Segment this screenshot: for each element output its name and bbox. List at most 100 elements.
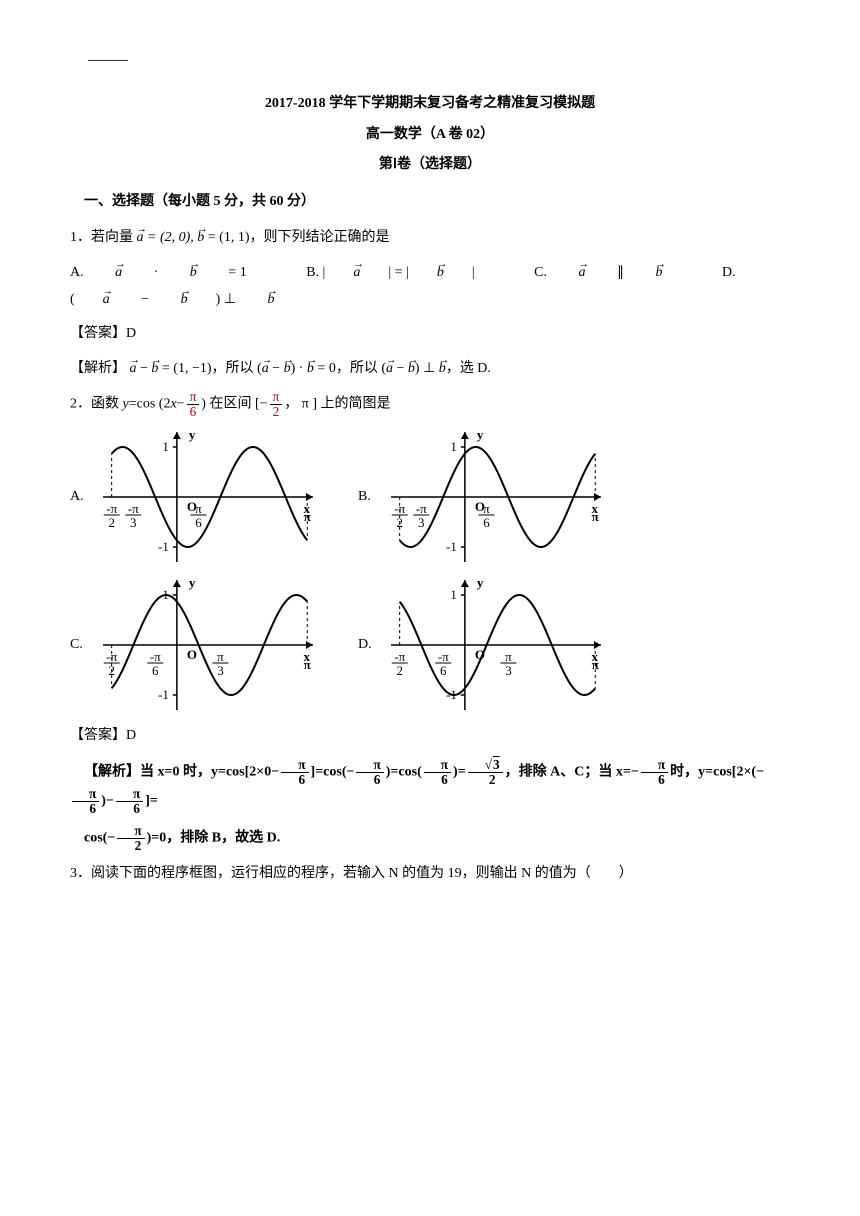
optB-mid: | = | [388,265,409,280]
graph-row-1: A. yxO1-1-π2-π3π6π B. yxO1-1-π2-π3π6π [70,427,790,567]
svg-text:-π: -π [106,501,117,516]
svg-text:2: 2 [108,663,115,678]
vec-b-6: b [267,292,274,307]
label-D: D. [358,632,386,659]
optD-mid2: ) ⊥ [216,292,240,307]
q2e1b: ]=cos(− [311,765,355,780]
pe4d: 6 [641,773,668,787]
pe7d: 2 [117,839,144,853]
optD-mid: − [138,292,153,307]
rt3: 3 [492,757,500,772]
e7: ) ⊥ [415,361,439,376]
pe2d: 6 [356,773,383,787]
pe1: π [281,758,308,773]
svg-text:π: π [483,501,490,516]
svg-text:π: π [505,649,512,664]
q2e2a: cos(− [84,830,115,845]
optB-post: | [472,265,475,280]
title-line3: 第Ⅰ卷（选择题） [70,152,790,179]
svg-text:π: π [592,657,599,672]
svg-text:-π: -π [150,649,161,664]
q2c: − [177,397,185,412]
vec-a-e1: a [130,361,137,376]
q2e1h: ]= [145,793,158,808]
label-A: A. [70,484,98,511]
q1-answer: 【答案】D [70,321,790,348]
vec-b-e2: b [284,361,291,376]
q2b: =cos (2 [129,397,171,412]
svg-text:-π: -π [394,501,405,516]
optA-pre: A. [70,265,87,280]
vec-b-2: b [190,265,197,280]
vec-a-2: a [115,265,122,280]
svg-text:3: 3 [418,515,425,530]
q2-stem: 2．函数 y=cos (2x−π6) 在区间 [−π2， π ] 上的简图是 [70,390,790,419]
q1-eq-a: = (2, 0), [147,230,197,245]
svg-text:3: 3 [217,663,224,678]
svg-text:-π: -π [106,649,117,664]
svg-text:π: π [304,509,311,524]
svg-text:3: 3 [505,663,512,678]
svg-text:3: 3 [130,515,137,530]
vec-a-3: a [353,265,360,280]
q1-explanation: 【解析】 a − b = (1, −1)，所以 (a − b) · b = 0，… [70,356,790,383]
svg-text:π: π [304,657,311,672]
pe3: π [424,758,451,773]
vec-b-4: b [656,265,663,280]
e2: = (1, −1)，所以 ( [158,361,261,376]
svg-text:2: 2 [396,663,403,678]
svg-text:-π: -π [438,649,449,664]
q2a: 2．函数 [70,397,123,412]
pe4: π [641,758,668,773]
q2-expl-line1: 【解析】当 x=0 时，y=cos[2×0−π6]=cos(−π6)=cos(π… [70,758,790,816]
svg-text:-π: -π [394,649,405,664]
vec-a-e3: a [386,361,393,376]
q2e: ， π ] 上的简图是 [284,397,390,412]
vec-a: a [137,230,144,245]
q2d: ) 在区间 [− [201,397,267,412]
q1-optA: A. a · b = 1 [70,265,278,280]
vec-b-e1: b [151,361,158,376]
svg-text:1: 1 [450,587,457,602]
q1-optC: C. a ∥ b [534,265,694,280]
pe5d: 6 [72,802,99,816]
e8: ，选 D. [446,361,491,376]
title-line1: 2017-2018 学年下学期期末复习备考之精准复习模拟题 [70,91,790,118]
vec-a-5: a [103,292,110,307]
top-rule [88,60,128,61]
q2-2: 2 [270,405,283,419]
d2: 2 [468,773,503,787]
label-C: C. [70,632,98,659]
q2-pi1: π [187,390,200,405]
pe3d: 6 [424,773,451,787]
svg-text:y: y [189,575,196,590]
q1-options: A. a · b = 1 B. |a| = |b| C. a ∥ b D. (a… [70,260,790,313]
title-line2: 高一数学（A 卷 02） [70,122,790,149]
label-B: B. [358,484,386,511]
chart-B: yxO1-1-π2-π3π6π [386,427,606,567]
pe1d: 6 [281,773,308,787]
chart-C: yxO1-1-π2-π6π3π [98,575,318,715]
optB-pre: B. | [306,265,325,280]
q2e1e: ，排除 A、C；当 x=− [505,765,639,780]
svg-text:π: π [195,501,202,516]
optC-mid: ∥ [614,265,628,280]
vec-b-e3: b [307,361,314,376]
svg-text:6: 6 [195,515,202,530]
e5: = 0，所以 ( [314,361,386,376]
q2e1g: )− [101,793,114,808]
vec-b-e5: b [439,361,446,376]
q2-expl-line2: cos(−π2)=0，排除 B，故选 D. [70,824,790,853]
svg-text:6: 6 [483,515,490,530]
svg-text:6: 6 [440,663,447,678]
svg-text:-π: -π [416,501,427,516]
vec-a-4: a [579,265,586,280]
q2-answer: 【答案】D [70,723,790,750]
q1-optB: B. |a| = |b| [306,265,506,280]
svg-text:y: y [477,427,484,442]
vec-a-e2: a [262,361,269,376]
optA-mid: · [150,265,162,280]
svg-text:π: π [592,509,599,524]
vec-b: b [197,230,204,245]
q3-stem: 3．阅读下面的程序框图，运行相应的程序，若输入 N 的值为 19，则输出 N 的… [70,861,790,888]
